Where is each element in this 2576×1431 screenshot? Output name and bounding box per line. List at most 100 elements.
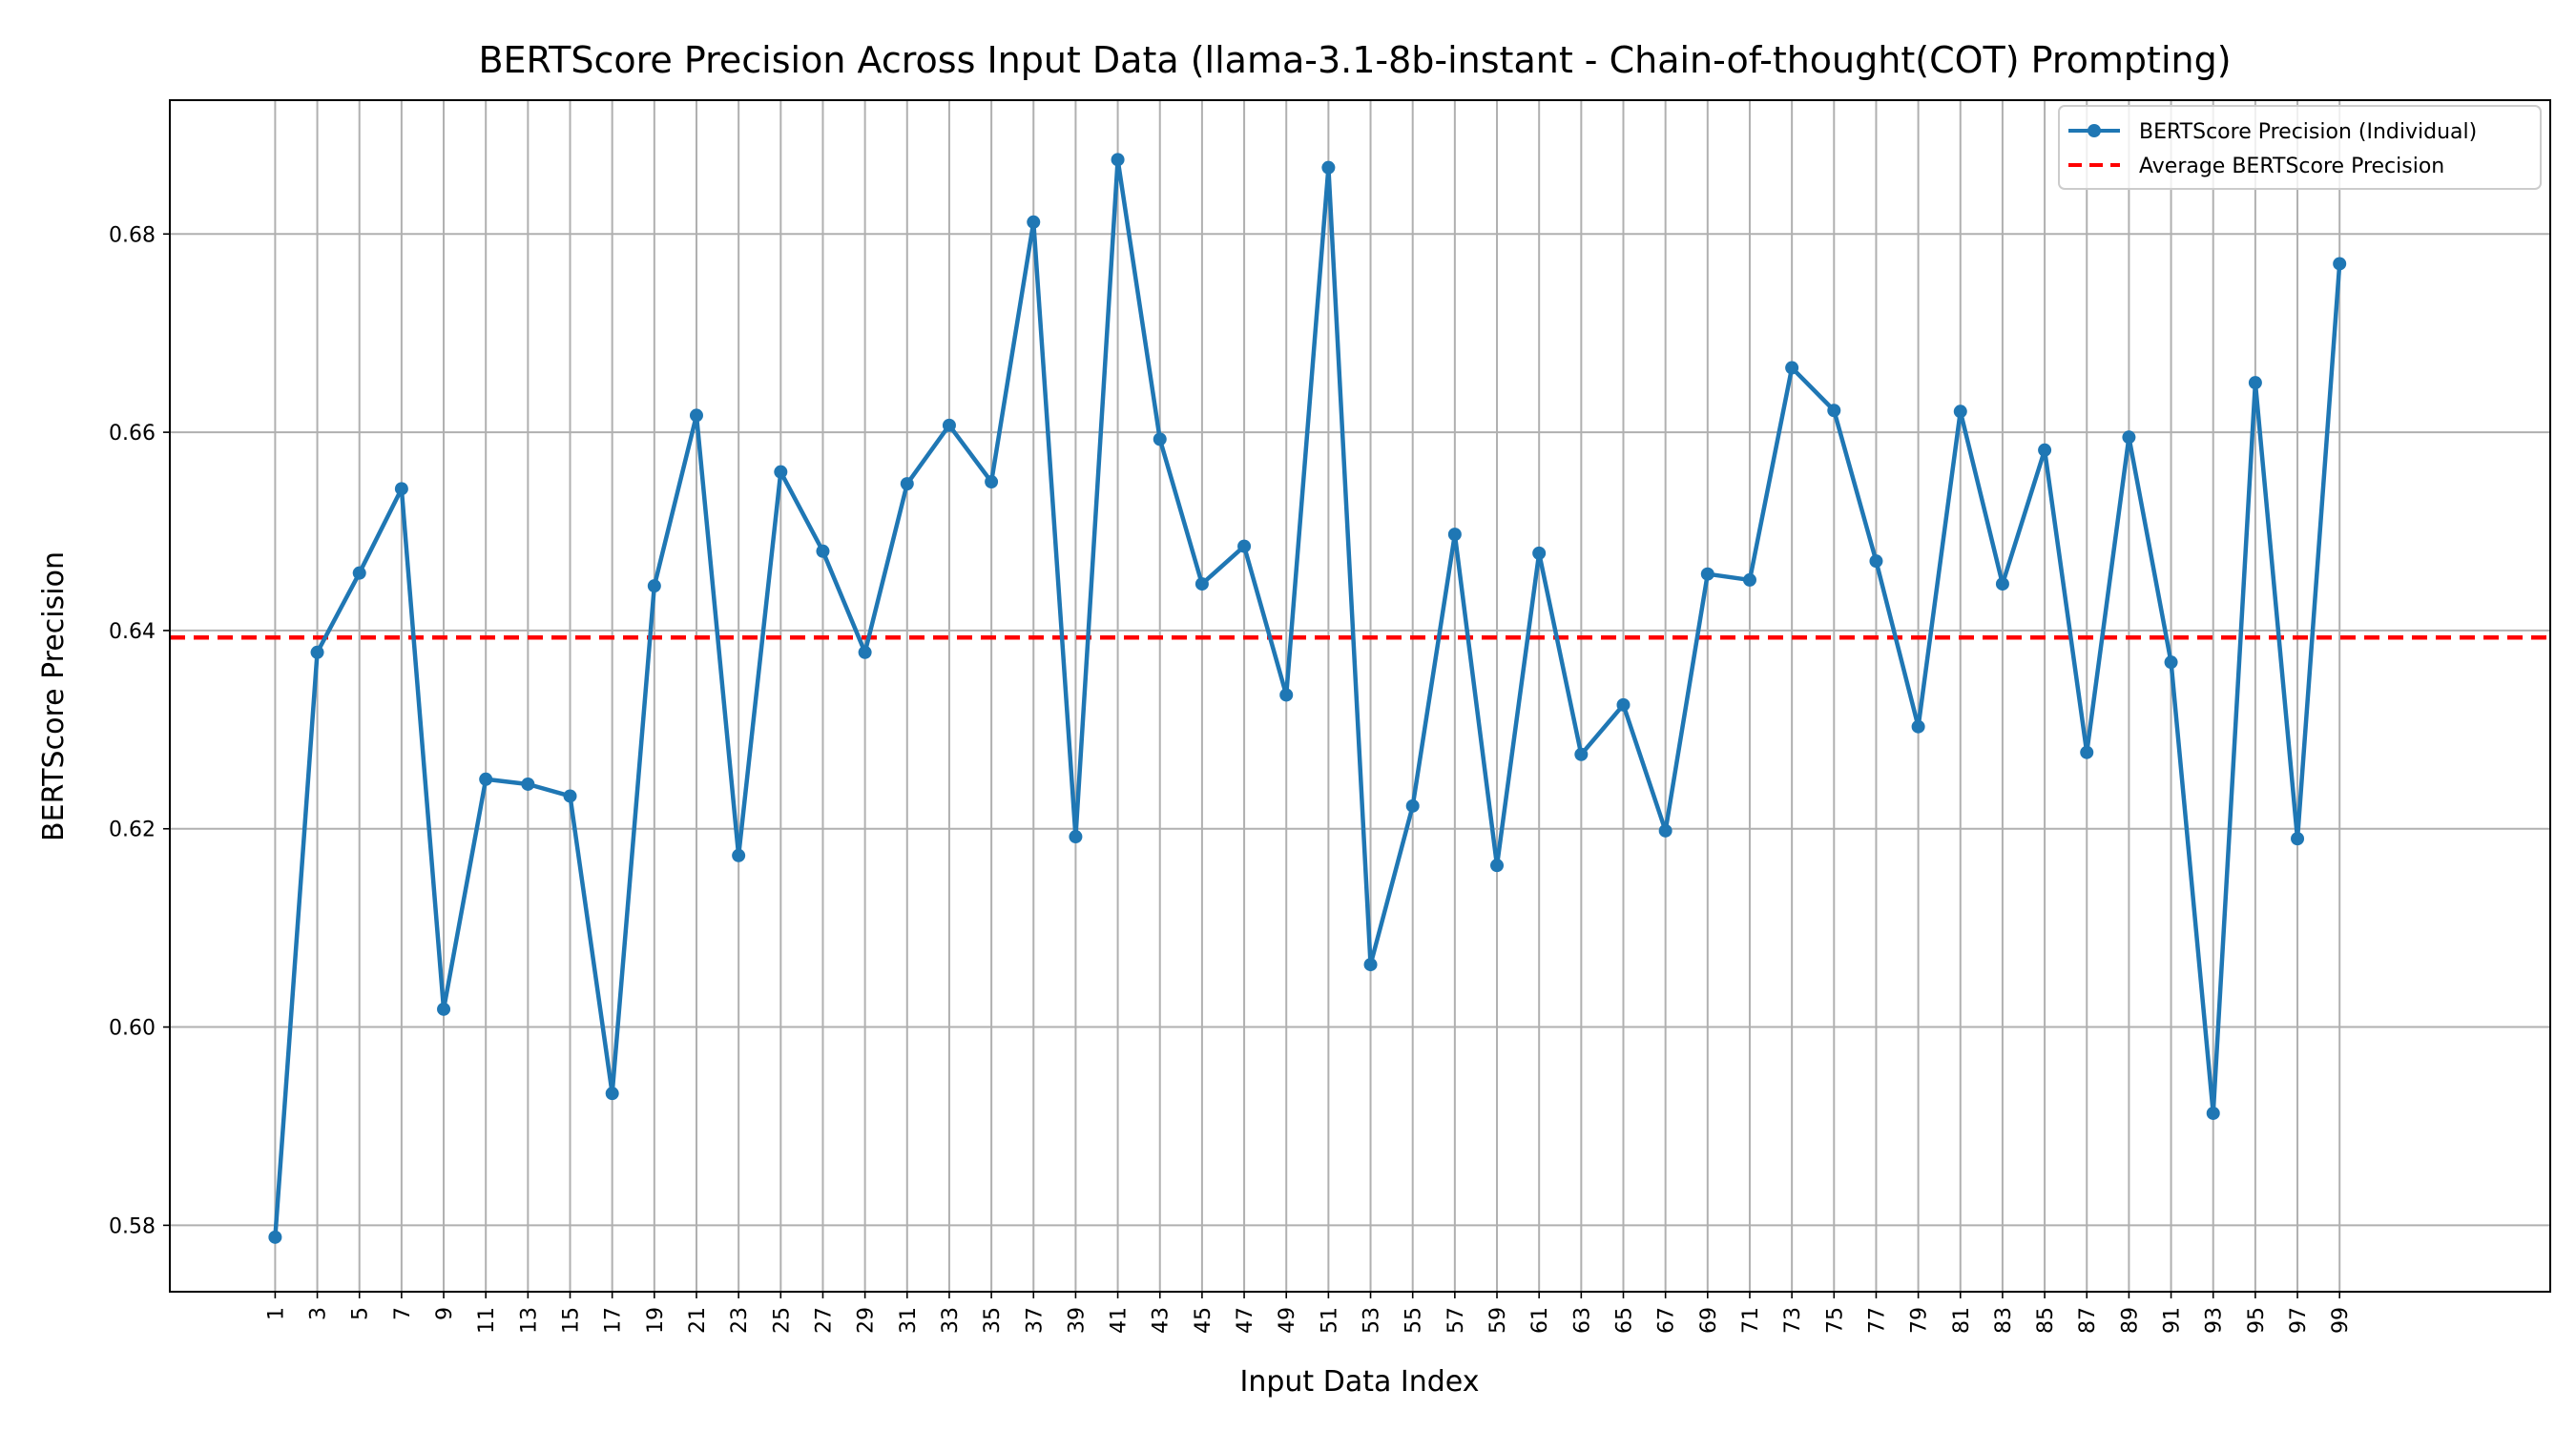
x-tick-label: 3 (307, 1307, 331, 1320)
x-tick-label: 47 (1234, 1307, 1257, 1334)
series-line-individual (273, 157, 2342, 1238)
data-point (1111, 153, 1125, 167)
data-point (521, 777, 535, 791)
data-point (479, 772, 493, 786)
data-point (1405, 798, 1420, 813)
x-tick-label: 61 (1528, 1307, 1552, 1334)
x-tick-label: 73 (1781, 1307, 1805, 1334)
data-point (394, 482, 408, 496)
data-point (437, 1002, 451, 1016)
x-tick-label: 71 (1739, 1307, 1763, 1334)
x-tick-label: 95 (2245, 1307, 2269, 1334)
data-point (2080, 745, 2094, 759)
data-point (1911, 719, 1925, 734)
data-point (1869, 554, 1883, 569)
x-tick-label: 7 (391, 1307, 415, 1320)
y-axis-ticks: 0.58 0.60 0.62 0.64 0.66 0.68 (109, 223, 170, 1238)
data-point (2038, 443, 2052, 457)
data-point (1574, 747, 1589, 761)
data-point (268, 1230, 282, 1244)
x-tick-label: 19 (644, 1307, 668, 1334)
x-tick-label: 55 (1402, 1307, 1426, 1334)
x-tick-label: 83 (1992, 1307, 2016, 1334)
data-point (2122, 430, 2136, 445)
x-tick-label: 65 (1612, 1307, 1636, 1334)
x-axis-label: Input Data Index (1240, 1365, 1480, 1399)
legend-label-individual: BERTScore Precision (Individual) (2139, 120, 2477, 144)
legend-label-average: Average BERTScore Precision (2139, 155, 2444, 178)
y-tick-label: 0.68 (109, 223, 156, 247)
data-point (352, 566, 366, 580)
data-point (774, 465, 788, 479)
x-tick-label: 59 (1486, 1307, 1510, 1334)
series-layer (268, 153, 2347, 1244)
data-point (647, 579, 661, 593)
data-point (2291, 832, 2305, 846)
x-tick-label: 57 (1444, 1307, 1468, 1334)
data-point (1447, 528, 1462, 542)
data-point (1195, 577, 1209, 591)
plot-frame (169, 99, 2551, 1293)
x-tick-label: 87 (2076, 1307, 2100, 1334)
data-point (605, 1087, 619, 1101)
x-tick-label: 51 (1318, 1307, 1341, 1334)
x-tick-label: 31 (897, 1307, 921, 1334)
data-point (1321, 160, 1336, 175)
data-point (985, 475, 999, 489)
x-tick-label: 41 (1108, 1307, 1132, 1334)
data-point (732, 848, 746, 862)
x-tick-label: 13 (517, 1307, 541, 1334)
data-point (858, 645, 872, 659)
data-point (1069, 830, 1083, 844)
data-point (1995, 577, 2009, 591)
x-tick-label: 89 (2118, 1307, 2142, 1334)
x-tick-label: 5 (349, 1307, 373, 1320)
data-point (816, 544, 830, 558)
chart-title: BERTScore Precision Across Input Data (l… (478, 39, 2231, 81)
x-tick-label: 77 (1865, 1307, 1889, 1334)
y-tick-label: 0.58 (109, 1214, 156, 1238)
data-point (1785, 361, 1799, 375)
data-point (1742, 572, 1756, 587)
x-tick-label: 23 (728, 1307, 752, 1334)
data-point (310, 645, 324, 659)
x-tick-label: 63 (1570, 1307, 1594, 1334)
data-point (1532, 546, 1547, 560)
x-tick-label: 37 (1023, 1307, 1047, 1334)
data-point (1363, 958, 1378, 972)
x-tick-label: 49 (1276, 1307, 1299, 1334)
y-tick-label: 0.64 (109, 620, 156, 644)
data-point (942, 418, 956, 432)
x-tick-label: 39 (1065, 1307, 1089, 1334)
data-point (563, 789, 577, 803)
data-point (1953, 404, 1967, 419)
x-tick-label: 15 (560, 1307, 584, 1334)
x-tick-label: 67 (1655, 1307, 1679, 1334)
x-tick-label: 99 (2329, 1307, 2353, 1334)
x-tick-label: 25 (770, 1307, 794, 1334)
y-tick-label: 0.62 (109, 819, 156, 842)
x-tick-label: 1 (264, 1307, 288, 1320)
x-tick-label: 35 (981, 1307, 1005, 1334)
x-tick-label: 97 (2287, 1307, 2311, 1334)
data-point (689, 408, 703, 423)
legend-marker-individual (2088, 124, 2101, 137)
x-tick-label: 33 (939, 1307, 963, 1334)
x-tick-label: 17 (602, 1307, 626, 1334)
data-point (1700, 567, 1714, 581)
x-tick-label: 69 (1697, 1307, 1721, 1334)
x-tick-label: 53 (1361, 1307, 1384, 1334)
x-tick-label: 29 (855, 1307, 879, 1334)
data-point (1237, 539, 1252, 553)
data-point (1827, 404, 1841, 418)
data-point (1027, 215, 1041, 229)
data-point (1279, 688, 1294, 702)
data-point (1153, 432, 1167, 446)
x-tick-label: 91 (2161, 1307, 2185, 1334)
data-point (2206, 1106, 2220, 1120)
y-axis-label: BERTScore Precision (37, 551, 71, 841)
data-point (2164, 655, 2178, 670)
y-tick-label: 0.60 (109, 1017, 156, 1041)
